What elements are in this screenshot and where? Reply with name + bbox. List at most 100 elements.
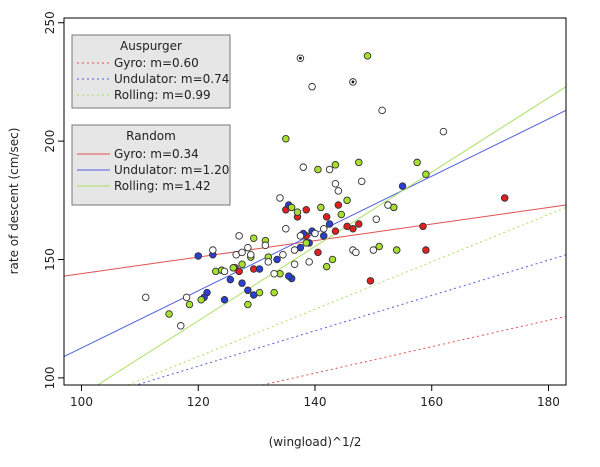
legend-entry-label: Gyro: m=0.34 (114, 147, 199, 161)
random-point (238, 248, 246, 257)
legend-entry-label: Rolling: m=1.42 (114, 179, 211, 193)
legend-auspurger: Auspurger Gyro: m=0.60 Undulator: m=0.74 Ro… (71, 34, 231, 109)
gyro-point (302, 206, 310, 214)
x-axis-title: (wingload)^1/2 (269, 435, 362, 449)
random-point (141, 293, 150, 302)
gyro-point (322, 213, 331, 221)
rolling-point (314, 165, 322, 174)
rolling-point (422, 170, 430, 179)
rolling-point (293, 208, 302, 216)
rolling-point (322, 262, 331, 271)
rolling-point (328, 255, 337, 264)
random-point (369, 246, 378, 254)
legends: Auspurger Gyro: m=0.60 Undulator: m=0.74 Ro… (71, 34, 231, 206)
undulator-point (284, 272, 293, 280)
rolling-point (197, 296, 205, 304)
random-point (261, 241, 270, 250)
rolling-point (317, 203, 325, 212)
undulator-point (238, 279, 246, 287)
rolling-point (375, 242, 383, 251)
legend-box (71, 124, 231, 206)
random-point (439, 127, 448, 136)
rolling-point (249, 234, 258, 242)
random-point (325, 165, 334, 174)
random-rolling-fit-line (96, 86, 566, 385)
highlight-point-center (299, 56, 302, 60)
random-point (352, 248, 360, 257)
random-point (384, 201, 392, 209)
rolling-point (302, 239, 310, 247)
rolling-point (413, 158, 421, 167)
random-point (279, 251, 287, 259)
rolling-point (270, 288, 278, 297)
gyro-point (419, 222, 427, 231)
gyro-point (355, 220, 363, 228)
highlight-point-center (351, 80, 355, 84)
gyro-point (366, 277, 375, 285)
legend-title: Auspurger (120, 39, 182, 53)
random-point (264, 258, 273, 266)
random-point (311, 229, 319, 238)
rolling-point (337, 210, 346, 219)
legend-entry-label: Rolling: m=0.99 (114, 88, 211, 102)
y-axis-title: rate of descent (cm/sec) (7, 128, 21, 275)
legend-random: Random Gyro: m=0.34 Undulator: m=1.20 Rolli… (71, 124, 231, 206)
random-point (357, 177, 366, 186)
x-tick-label: 120 (187, 395, 210, 409)
y-tick-label: 200 (43, 130, 57, 153)
legend-entry-label: Undulator: m=0.74 (114, 72, 229, 86)
rolling-point (363, 52, 372, 60)
random-point (247, 251, 255, 259)
random-point (282, 224, 290, 233)
gyro-point (349, 224, 357, 233)
undulator-point (194, 252, 203, 260)
legend-entry-label: Gyro: m=0.60 (114, 56, 199, 70)
y-tick-label: 250 (43, 11, 57, 34)
random-point (299, 163, 308, 171)
rolling-point (287, 203, 296, 212)
random-point (372, 215, 381, 224)
random-point (276, 194, 284, 202)
y-axis: 100 150 200 250 (43, 11, 64, 389)
random-point (320, 224, 328, 233)
random-point (331, 179, 340, 188)
rolling-point (229, 264, 238, 272)
gyro-point (235, 267, 243, 276)
rolling-point (282, 135, 290, 143)
rolling-point (331, 161, 340, 169)
random-point (220, 267, 229, 276)
gyro-point (500, 194, 509, 202)
auspurger-undulator-fit-line (134, 254, 566, 385)
y-tick-label: 150 (43, 248, 57, 271)
rolling-point (244, 300, 252, 309)
gyro-point (331, 227, 340, 235)
rolling-point (185, 300, 194, 309)
random-point (296, 232, 305, 240)
legend-title: Random (126, 129, 176, 143)
rolling-point (355, 158, 363, 167)
gyro-point (314, 248, 322, 257)
random-point (290, 246, 299, 254)
x-axis: 100 120 140 160 180 (70, 385, 560, 409)
gyro-point (334, 201, 343, 209)
auspurger-gyro-fit-line (262, 315, 566, 385)
undulator-point (226, 275, 235, 284)
x-tick-label: 180 (537, 395, 560, 409)
random-point (235, 232, 243, 240)
random-point (270, 269, 278, 278)
random-point (209, 246, 217, 254)
undulator-point (273, 255, 281, 264)
undulator-point (398, 182, 407, 190)
random-point (305, 258, 313, 266)
random-point (244, 243, 252, 252)
undulator-point (255, 265, 264, 273)
random-point (176, 322, 185, 330)
random-point (334, 187, 343, 195)
undulator-point (220, 296, 229, 304)
x-tick-label: 100 (70, 395, 93, 409)
y-tick-label: 100 (43, 366, 57, 389)
x-tick-label: 140 (304, 395, 327, 409)
random-gyro-fit-line (64, 204, 566, 277)
random-point (308, 82, 316, 91)
